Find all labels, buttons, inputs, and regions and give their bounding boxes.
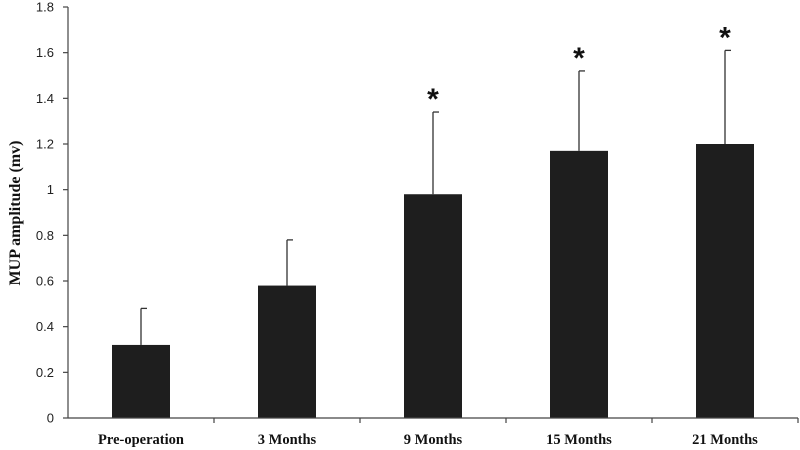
- y-tick-label: 0.2: [36, 365, 54, 380]
- x-category-label: 9 Months: [404, 432, 463, 448]
- error-bar-4: [724, 49, 731, 144]
- y-tick-label: 0.6: [36, 274, 54, 289]
- y-tick-label: 1.2: [36, 137, 54, 152]
- bars-group: [112, 144, 754, 418]
- x-category-label: 15 Months: [546, 432, 612, 448]
- significance-mark-4: *: [719, 21, 731, 54]
- x-category-label: 21 Months: [692, 432, 758, 448]
- error-bars-group: [140, 49, 731, 345]
- bar-3: [550, 150, 608, 418]
- y-axis: 0 0.2 0.4 0.6 0.8 1 1.2 1.4 1.6 1.8: [36, 0, 68, 426]
- error-bar-3: [578, 70, 585, 151]
- bar-2: [404, 194, 462, 418]
- y-tick-label: 1: [47, 182, 54, 197]
- bar-1: [258, 285, 316, 418]
- y-axis-title: MUP amplitude (mv): [7, 141, 24, 286]
- x-category-label: 3 Months: [258, 432, 317, 448]
- error-bar-2: [432, 111, 439, 195]
- significance-mark-2: *: [427, 83, 439, 116]
- bar-0: [112, 344, 170, 418]
- y-tick-label: 1.4: [36, 91, 54, 106]
- error-bar-0: [140, 307, 147, 345]
- x-axis: Pre-operation 3 Months 9 Months 15 Months 21…: [98, 418, 799, 448]
- y-tick-label: 1.6: [36, 45, 54, 60]
- y-tick-label: 1.8: [36, 0, 54, 15]
- significance-mark-3: *: [573, 42, 585, 75]
- error-bar-1: [286, 239, 293, 286]
- y-tick-label: 0.8: [36, 228, 54, 243]
- y-tick-label: 0.4: [36, 319, 54, 334]
- y-tick-label: 0: [47, 411, 54, 426]
- x-category-label: Pre-operation: [98, 432, 184, 448]
- significance-marks-group: * * *: [427, 21, 731, 116]
- bar-4: [696, 144, 754, 418]
